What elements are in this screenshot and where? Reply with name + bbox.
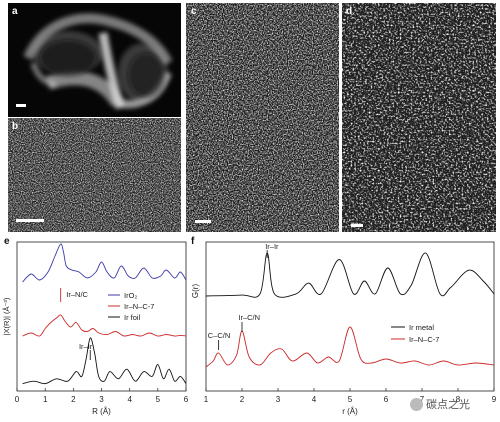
exafs-chart-e: 0 1 2 3 4 5 6 R (Å) |X(R)| (Å⁻³) Ir–N/C Ir–Ir IrO₂ I… (2, 241, 189, 416)
scale-bar-b (16, 219, 44, 222)
x-tick-label-f: 8 (456, 395, 461, 404)
annotation-ir-ir-f: Ir–Ir (265, 242, 279, 251)
series-line-3 (22, 337, 187, 385)
x-tick-label-e: 0 (15, 395, 20, 404)
annotation-ir-ir-e: Ir–Ir (79, 342, 93, 351)
micrograph-b-image (8, 118, 181, 232)
scale-bar-a (16, 104, 26, 107)
series-line-1 (22, 243, 187, 283)
x-tick-label-e: 6 (184, 395, 189, 404)
panel-label-d: d (346, 6, 353, 17)
x-tick-label-f: 6 (384, 395, 389, 404)
plot-frame-e (16, 241, 187, 392)
scale-bar-c (195, 220, 211, 223)
micrograph-c-image (186, 3, 339, 232)
micrograph-d-image (342, 3, 496, 232)
micrograph-b: b (8, 118, 181, 232)
x-tick-label-f: 4 (312, 395, 317, 404)
scale-bar-d (351, 224, 363, 227)
y-axis-label-f: G(r) (191, 284, 200, 299)
annotation-c-c-n: C–C/N (208, 331, 231, 340)
x-tick-label-e: 3 (99, 395, 104, 404)
legend-entry-e-3: Ir foil (124, 313, 141, 322)
x-tick-label-e: 5 (156, 395, 161, 404)
series-line-2 (205, 326, 495, 368)
x-tick-label-f: 2 (240, 395, 245, 404)
watermark-text: 碳点之光 (426, 398, 470, 411)
panel-label-a: a (12, 6, 18, 17)
legend-entry-f-2: Ir–N–C-7 (409, 335, 439, 344)
annotation-ir-c-n: Ir–C/N (238, 313, 260, 322)
annotation-ir-n-c: Ir–N/C (66, 290, 88, 299)
micrograph-a: a (8, 3, 181, 117)
x-tick-label-f: 9 (492, 395, 497, 404)
panel-label-c: c (191, 6, 197, 17)
x-tick-label-e: 2 (71, 395, 76, 404)
x-tick-label-f: 1 (204, 395, 209, 404)
x-tick-label-f: 5 (348, 395, 353, 404)
x-tick-label-e: 1 (43, 395, 48, 404)
series-line-1 (205, 252, 495, 298)
watermark-logo-icon (410, 397, 423, 411)
watermark: 碳点之光 (410, 396, 470, 412)
series-line-2 (22, 314, 187, 337)
pdf-chart-f: 1 2 3 4 5 6 7 8 9 r (Å) G(r) Ir–Ir Ir–C/N C–C/N Ir met… (191, 241, 497, 416)
legend-entry-f-1: Ir metal (409, 323, 434, 332)
micrograph-a-image (8, 3, 181, 117)
panel-label-b: b (12, 121, 19, 132)
panel-label-f: f (191, 236, 195, 247)
micrograph-c: c (186, 3, 339, 232)
x-axis-label-f: r (Å) (342, 407, 358, 416)
micrograph-d: d (342, 3, 496, 232)
y-axis-label-e: |X(R)| (Å⁻³) (2, 297, 11, 335)
legend-entry-e-2: Ir–N–C-7 (124, 302, 154, 311)
x-tick-label-e: 4 (127, 395, 132, 404)
x-axis-label-e: R (Å) (92, 407, 111, 416)
x-tick-label-f: 7 (420, 395, 425, 404)
x-tick-label-f: 3 (276, 395, 281, 404)
legend-entry-e-1: IrO₂ (124, 291, 137, 300)
panel-label-e: e (4, 236, 10, 247)
